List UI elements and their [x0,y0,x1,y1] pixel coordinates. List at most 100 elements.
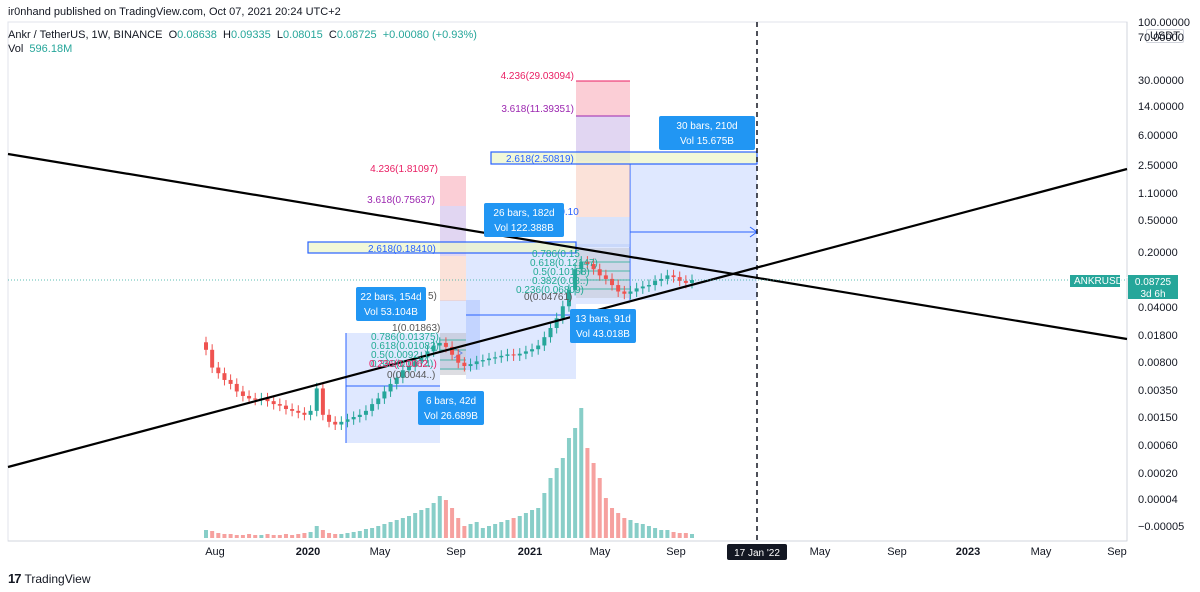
currency-button[interactable]: USDT [1146,29,1184,43]
candle-body [579,261,584,270]
volume-bar [517,516,522,538]
fib2-label: 0.786(0.15 [532,249,580,260]
price-tick-label: 6.00000 [1138,130,1178,142]
ascending-trendline [7,167,1128,469]
time-tick-label: May [370,546,391,558]
fib3-label: 4.236(29.03094) [501,71,574,82]
candle-body [646,285,651,287]
price-tick-label: 0.00350 [1138,385,1178,397]
fib3-zone-blue [576,217,630,247]
candle-body [653,280,658,286]
price-tick-label: 0.04000 [1138,302,1178,314]
price-axis[interactable]: 100.00000 70.00000 30.00000 14.00000 6.00000… [1070,17,1190,533]
price-tick-label: 0.00020 [1138,468,1178,480]
candle-body [505,354,510,356]
volume-bar [216,533,221,538]
candle-body [523,351,528,354]
bar-countdown-label: 3d 6h [1140,289,1165,300]
candle-body [204,342,208,350]
volume-bar [511,518,516,538]
volume-bar [628,520,633,538]
fib3-label: 2.618(2.50819) [506,154,574,165]
candle-body [616,285,621,292]
candle-body [499,355,504,358]
fib2-label: 4.236(1.81097) [370,164,438,175]
candle-body [610,278,615,286]
candle-body [671,275,676,278]
price-tick-label: 0.00060 [1138,440,1178,452]
candle-body [517,353,522,356]
time-tick-label: 2021 [518,546,542,558]
time-axis[interactable]: Aug 2020 May Sep 2021 May Sep May Sep 2023 May Sep 1… [8,540,1127,560]
fib-labels: 4.236(29.03094) 3.618(11.39351) 2.618(2.50… [367,71,598,381]
date-range-zone [576,244,630,304]
volume-bar [400,518,405,538]
time-cursor-label: 17 Jan '22 [734,548,780,559]
ticker-symbol-badge [1070,275,1120,287]
volume-bar [653,528,658,538]
range-callout-box [570,309,636,343]
fib2-label: 0.382(0.08..) [532,276,589,287]
volume-bars [204,408,694,538]
symbol-name[interactable]: Ankr / TetherUS, 1W, BINANCE [8,29,163,41]
price-tick-label: 0.20000 [1138,247,1178,259]
fib1-label: 0.236(0.0062..) [369,359,437,370]
range-callout-bars: 30 bars, 210d [676,121,737,132]
volume-bar [474,522,479,538]
price-tick-label: 0.50000 [1138,215,1178,227]
volume-bar [210,531,215,538]
candle-body [431,345,436,352]
date-range-zone [466,243,576,379]
volume-bar [394,520,399,538]
volume-bar [407,516,412,538]
candle-body [628,291,633,294]
volume-bar [357,531,362,538]
volume-bar [677,533,682,538]
descending-trendline [7,152,1128,341]
fib2-zone-pink [440,176,466,206]
candle-body [265,398,270,402]
time-tick-label: Sep [446,546,466,558]
fib2-zone-salmon [440,256,466,301]
volume-bar [683,533,688,538]
candle-body [443,342,448,347]
candle-body [677,277,682,281]
fib2-label: 0.618(0.12147) [530,258,598,269]
fib-zones [307,80,758,375]
price-tick-label: 0.00004 [1138,494,1178,506]
volume-bar [419,510,424,538]
fib1-label: 0.786(0.01375) [371,332,439,343]
volume-bar [634,523,639,538]
volume-bar [253,535,258,538]
candle-body [542,337,547,346]
volume-bar [296,534,301,538]
candle-body [271,401,276,405]
change-value: +0.00080 (+0.93%) [382,29,477,41]
volume-bar [308,532,313,538]
volume-bar [523,513,528,538]
time-tick-label: 2020 [296,546,320,558]
fib3-label: 3.618(11.39351) [501,104,574,115]
candle-body [363,410,368,415]
high-value: 0.09335 [231,29,271,41]
trendlines[interactable] [7,22,1128,541]
volume-bar [499,522,504,538]
volume-bar [690,534,694,538]
fib2-label: 0.5(0.10158) [533,267,590,278]
fib1-label: 1(0.01863) [392,323,440,334]
volume-bar [566,438,571,538]
price-tick-label: 0.00150 [1138,412,1178,424]
volume-bar [480,528,485,538]
volume-bar [431,503,436,538]
volume-bar [542,493,547,538]
candle-body [216,367,221,374]
volume-bar [388,522,393,538]
time-tick-label: Sep [1107,546,1127,558]
volume-bar [597,478,602,538]
publisher-info: ir0nhand published on TradingView.com, O… [8,6,341,18]
footer-branding[interactable]: 17 TradingView [8,571,91,586]
candle-body [290,409,295,411]
time-tick-label: May [1031,546,1052,558]
volume-value: 596.18M [29,43,73,55]
